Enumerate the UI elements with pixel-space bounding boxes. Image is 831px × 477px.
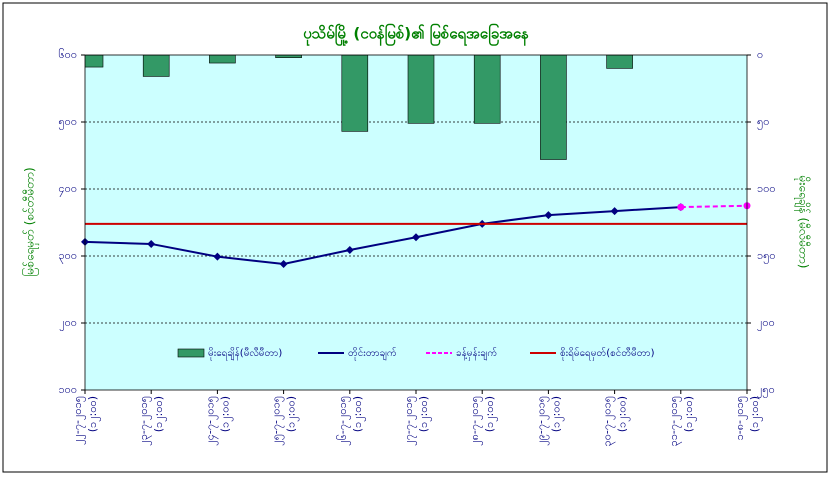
- point: [147, 239, 156, 248]
- y-tick-label: ၂၀၀: [59, 316, 77, 331]
- x-tick-label: (၁၂:၀၀): [218, 396, 233, 432]
- y-tick-label: ၅၀၀: [58, 115, 77, 130]
- point: [279, 260, 288, 269]
- x-tick-label: (၁၂:၀၀): [152, 396, 167, 432]
- rain-bar: [85, 55, 104, 68]
- x-tick-label: (၁၂:၀၀): [86, 396, 101, 432]
- measured-line: [84, 206, 681, 266]
- legend-label: တိုင်းတာချက်: [348, 346, 397, 361]
- x-tick-label: ၃၁-၇-၂၀၁၅: [667, 396, 682, 446]
- rain-bar: [540, 55, 567, 160]
- y2-tick-label: ၅၀: [757, 115, 769, 130]
- x-tick-label: ၁-၈-၂၀၁၅: [733, 396, 748, 440]
- forecast-line: [680, 204, 748, 209]
- legend-swatch: [177, 348, 205, 358]
- rain-bar: [407, 55, 435, 124]
- rain-bar: [606, 55, 633, 69]
- x-tick-label: (၁၂:၀၀): [549, 396, 564, 432]
- x-tick-label: ၂၄-၇-၂၀၁၅: [203, 396, 218, 446]
- y2-tick-label: ၁၀၀: [757, 182, 776, 195]
- rain-bar: [275, 55, 302, 58]
- x-tick-label: ၃၀-၇-၂၀၁၅: [601, 396, 616, 446]
- x-tick-label: (၁၂:၀၀): [483, 396, 498, 432]
- y2-tick-label: ၁၅၀: [757, 249, 776, 264]
- y-axis-label: မြစ်ရေမှတ် (စင်တီမီတာ): [21, 167, 40, 276]
- legend-label: စိုးရိမ်ရေမှတ်(စင်တီမီတာ): [560, 346, 655, 361]
- y-tick-label: ၆၀၀: [58, 48, 77, 61]
- x-tick-label: (၁၂:၀၀): [285, 396, 300, 432]
- point: [412, 233, 420, 242]
- x-tick-label: ၂၇-၇-၂၀၁၅: [402, 396, 417, 446]
- y-tick-label: ၃၀၀: [58, 249, 77, 264]
- point: [213, 252, 222, 261]
- x-tick-label: (၁၂:၀၀): [417, 396, 432, 432]
- rain-bar: [341, 55, 369, 132]
- y2-tick-label: ၂၅၀: [757, 383, 775, 398]
- x-tick-label: (၁၂:၀၀): [351, 396, 366, 432]
- rain-bar: [209, 55, 236, 64]
- point: [345, 245, 354, 254]
- legend-label: မိုးရေချိန်(မီလီမီတာ): [208, 346, 282, 361]
- point: [544, 211, 553, 220]
- y2-tick-label: ၀: [757, 48, 763, 61]
- legend-label: ခန့်မှန်းချက်: [456, 346, 497, 361]
- y2-axis-label: မိုးရေချိန် (မီလီမီတာ): [794, 176, 812, 269]
- x-tick-label: ၂၉-၇-၂၀၁၅: [534, 396, 549, 446]
- point: [677, 203, 685, 211]
- x-tick-label: ၂၂-၇-၂၀၁၅: [71, 396, 86, 445]
- x-tick-label: (၁၂:၀၀): [682, 396, 697, 432]
- point: [610, 207, 619, 216]
- x-tick-label: ၂၅-၇-၂၀၁၅: [270, 396, 285, 446]
- x-tick-label: (၁၂:၀၀): [616, 396, 631, 432]
- x-tick-label: ၂၃-၇-၂၀၁၅: [137, 396, 152, 446]
- x-tick-label: ၂၈-၇-၂၀၁၅: [468, 396, 483, 446]
- rain-bar: [473, 55, 501, 124]
- plot-content: [85, 55, 633, 160]
- y-tick-label: ၁၀၀: [58, 383, 77, 396]
- y-tick-label: ၄၀၀: [58, 182, 77, 197]
- rain-bar: [142, 55, 170, 77]
- x-tick-label: ၂၆-၇-၂၀၁၅: [336, 396, 351, 446]
- x-tick-label: (၁၂:၀၀): [748, 396, 763, 432]
- y2-tick-label: ၂၀၀: [757, 316, 775, 331]
